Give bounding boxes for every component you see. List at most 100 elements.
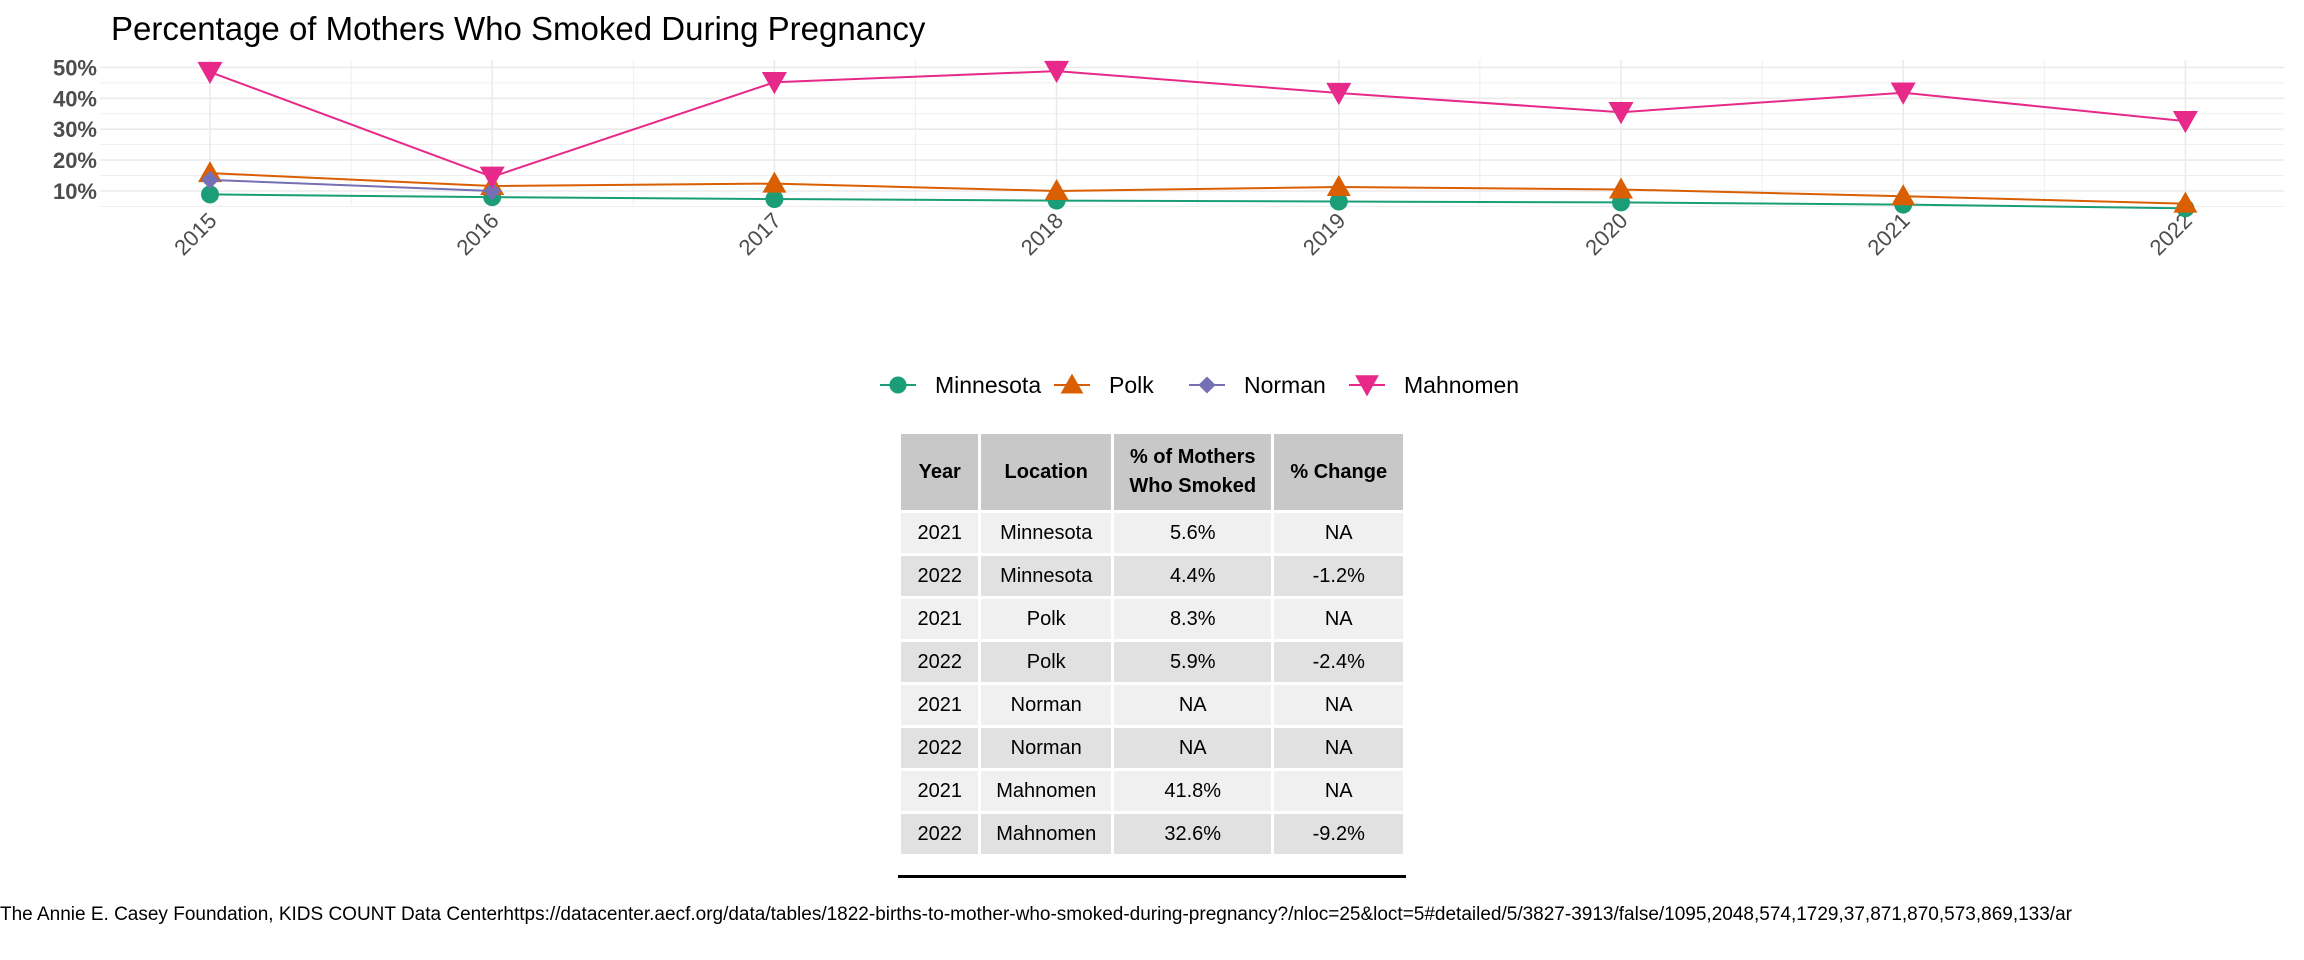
- cell-year: 2022: [901, 556, 979, 596]
- table-header-row: Year Location % of Mothers Who Smoked % …: [901, 434, 1403, 510]
- cell-location: Minnesota: [981, 556, 1112, 596]
- header-pct-line1: % of Mothers: [1129, 446, 1256, 468]
- series-norman: [201, 170, 502, 200]
- cell-pct-smoked: 8.3%: [1114, 599, 1272, 639]
- legend: Minnesota Polk Norman Mahnomen: [880, 372, 1519, 398]
- data-point: [2173, 191, 2198, 213]
- legend-label: Polk: [1109, 372, 1154, 398]
- table-row: 2022 Mahnomen 32.6% -9.2%: [901, 814, 1403, 854]
- cell-location: Polk: [981, 599, 1112, 639]
- cell-year: 2022: [901, 814, 979, 854]
- data-point: [1326, 174, 1351, 196]
- table-body: 2021 Minnesota 5.6% NA 2022 Minnesota 4.4% -1.2…: [901, 513, 1403, 854]
- data-point: [761, 72, 787, 95]
- cell-location: Norman: [981, 728, 1112, 768]
- cell-pct-change: NA: [1274, 599, 1403, 639]
- cell-year: 2021: [901, 685, 979, 725]
- y-tick-label: 10%: [53, 179, 97, 204]
- cell-location: Mahnomen: [981, 771, 1112, 811]
- table-row: 2021 Minnesota 5.6% NA: [901, 513, 1403, 553]
- series-line: [209, 193, 2186, 210]
- x-tick-label: 2021: [1862, 208, 1914, 260]
- header-year: Year: [901, 434, 979, 510]
- legend-key-marker: [1355, 375, 1379, 397]
- data-point: [197, 61, 223, 85]
- data-table-container: Year Location % of Mothers Who Smoked % …: [898, 431, 1406, 857]
- cell-year: 2022: [901, 642, 979, 682]
- legend-label: Minnesota: [935, 372, 1041, 398]
- x-tick-label: 2016: [451, 208, 503, 260]
- cell-pct-change: NA: [1274, 685, 1403, 725]
- cell-year: 2021: [901, 771, 979, 811]
- cell-pct-change: -9.2%: [1274, 814, 1403, 854]
- cell-pct-smoked: 5.6%: [1114, 513, 1272, 553]
- y-axis-ticks: 10% 20% 30% 40% 50%: [53, 55, 97, 204]
- data-point: [1608, 102, 1634, 125]
- cell-location: Polk: [981, 642, 1112, 682]
- table-row: 2021 Mahnomen 41.8% NA: [901, 771, 1403, 811]
- cell-pct-smoked: NA: [1114, 685, 1272, 725]
- x-tick-label: 2017: [734, 208, 786, 260]
- header-location: Location: [981, 434, 1112, 510]
- data-point: [201, 185, 219, 204]
- chart-title: Percentage of Mothers Who Smoked During …: [111, 10, 926, 47]
- data-table: Year Location % of Mothers Who Smoked % …: [898, 431, 1406, 857]
- cell-location: Minnesota: [981, 513, 1112, 553]
- data-point: [1044, 179, 1069, 200]
- source-caption: The Annie E. Casey Foundation, KIDS COUN…: [0, 904, 2072, 925]
- table-row: 2021 Norman NA NA: [901, 685, 1403, 725]
- cell-pct-change: NA: [1274, 728, 1403, 768]
- table-row: 2021 Polk 8.3% NA: [901, 599, 1403, 639]
- cell-year: 2022: [901, 728, 979, 768]
- x-tick-label: 2019: [1298, 208, 1350, 260]
- grid: [100, 60, 2284, 207]
- data-point: [1890, 82, 1916, 105]
- cell-pct-change: NA: [1274, 513, 1403, 553]
- header-pct-change: % Change: [1274, 434, 1403, 510]
- legend-label: Norman: [1244, 372, 1326, 398]
- table-bottom-rule: [898, 875, 1406, 878]
- legend-key-marker: [889, 376, 907, 394]
- cell-pct-smoked: 5.9%: [1114, 642, 1272, 682]
- data-point: [765, 190, 784, 209]
- cell-pct-change: NA: [1274, 771, 1403, 811]
- cell-year: 2021: [901, 599, 979, 639]
- y-tick-label: 30%: [53, 117, 97, 142]
- x-tick-label: 2020: [1580, 208, 1632, 260]
- legend-key-marker: [1198, 376, 1216, 394]
- table-row: 2022 Norman NA NA: [901, 728, 1403, 768]
- legend-key-marker: [1060, 373, 1084, 394]
- cell-pct-smoked: 41.8%: [1114, 771, 1272, 811]
- cell-pct-smoked: NA: [1114, 728, 1272, 768]
- table-row: 2022 Minnesota 4.4% -1.2%: [901, 556, 1403, 596]
- cell-pct-smoked: 4.4%: [1114, 556, 1272, 596]
- series-line: [209, 172, 2186, 205]
- cell-pct-smoked: 32.6%: [1114, 814, 1272, 854]
- y-tick-label: 50%: [53, 55, 97, 80]
- header-pct-line2: Who Smoked: [1129, 475, 1257, 497]
- data-point: [2172, 110, 2198, 134]
- x-tick-label: 2018: [1016, 208, 1068, 260]
- x-tick-label: 2015: [169, 208, 221, 260]
- legend-label: Mahnomen: [1404, 372, 1519, 398]
- cell-pct-change: -1.2%: [1274, 556, 1403, 596]
- data-point: [1326, 82, 1352, 106]
- cell-location: Norman: [981, 685, 1112, 725]
- data-point: [479, 166, 505, 189]
- cell-pct-change: -2.4%: [1274, 642, 1403, 682]
- data-point: [201, 170, 219, 189]
- x-axis-ticks: 2015 2016 2017 2018 2019 2020 2021 2022: [169, 208, 2197, 260]
- data-point: [483, 182, 502, 200]
- table-row: 2022 Polk 5.9% -2.4%: [901, 642, 1403, 682]
- cell-location: Mahnomen: [981, 814, 1112, 854]
- data-point: [762, 171, 787, 193]
- data-point: [1329, 192, 1348, 211]
- y-tick-label: 20%: [53, 148, 97, 173]
- data-point: [1609, 177, 1633, 199]
- line-chart: Percentage of Mothers Who Smoked During …: [53, 10, 2284, 398]
- series-lines: [197, 60, 2198, 218]
- series-line: [209, 70, 2186, 178]
- data-point: [1044, 60, 1070, 84]
- series-mahnomen: [197, 60, 2198, 189]
- cell-year: 2021: [901, 513, 979, 553]
